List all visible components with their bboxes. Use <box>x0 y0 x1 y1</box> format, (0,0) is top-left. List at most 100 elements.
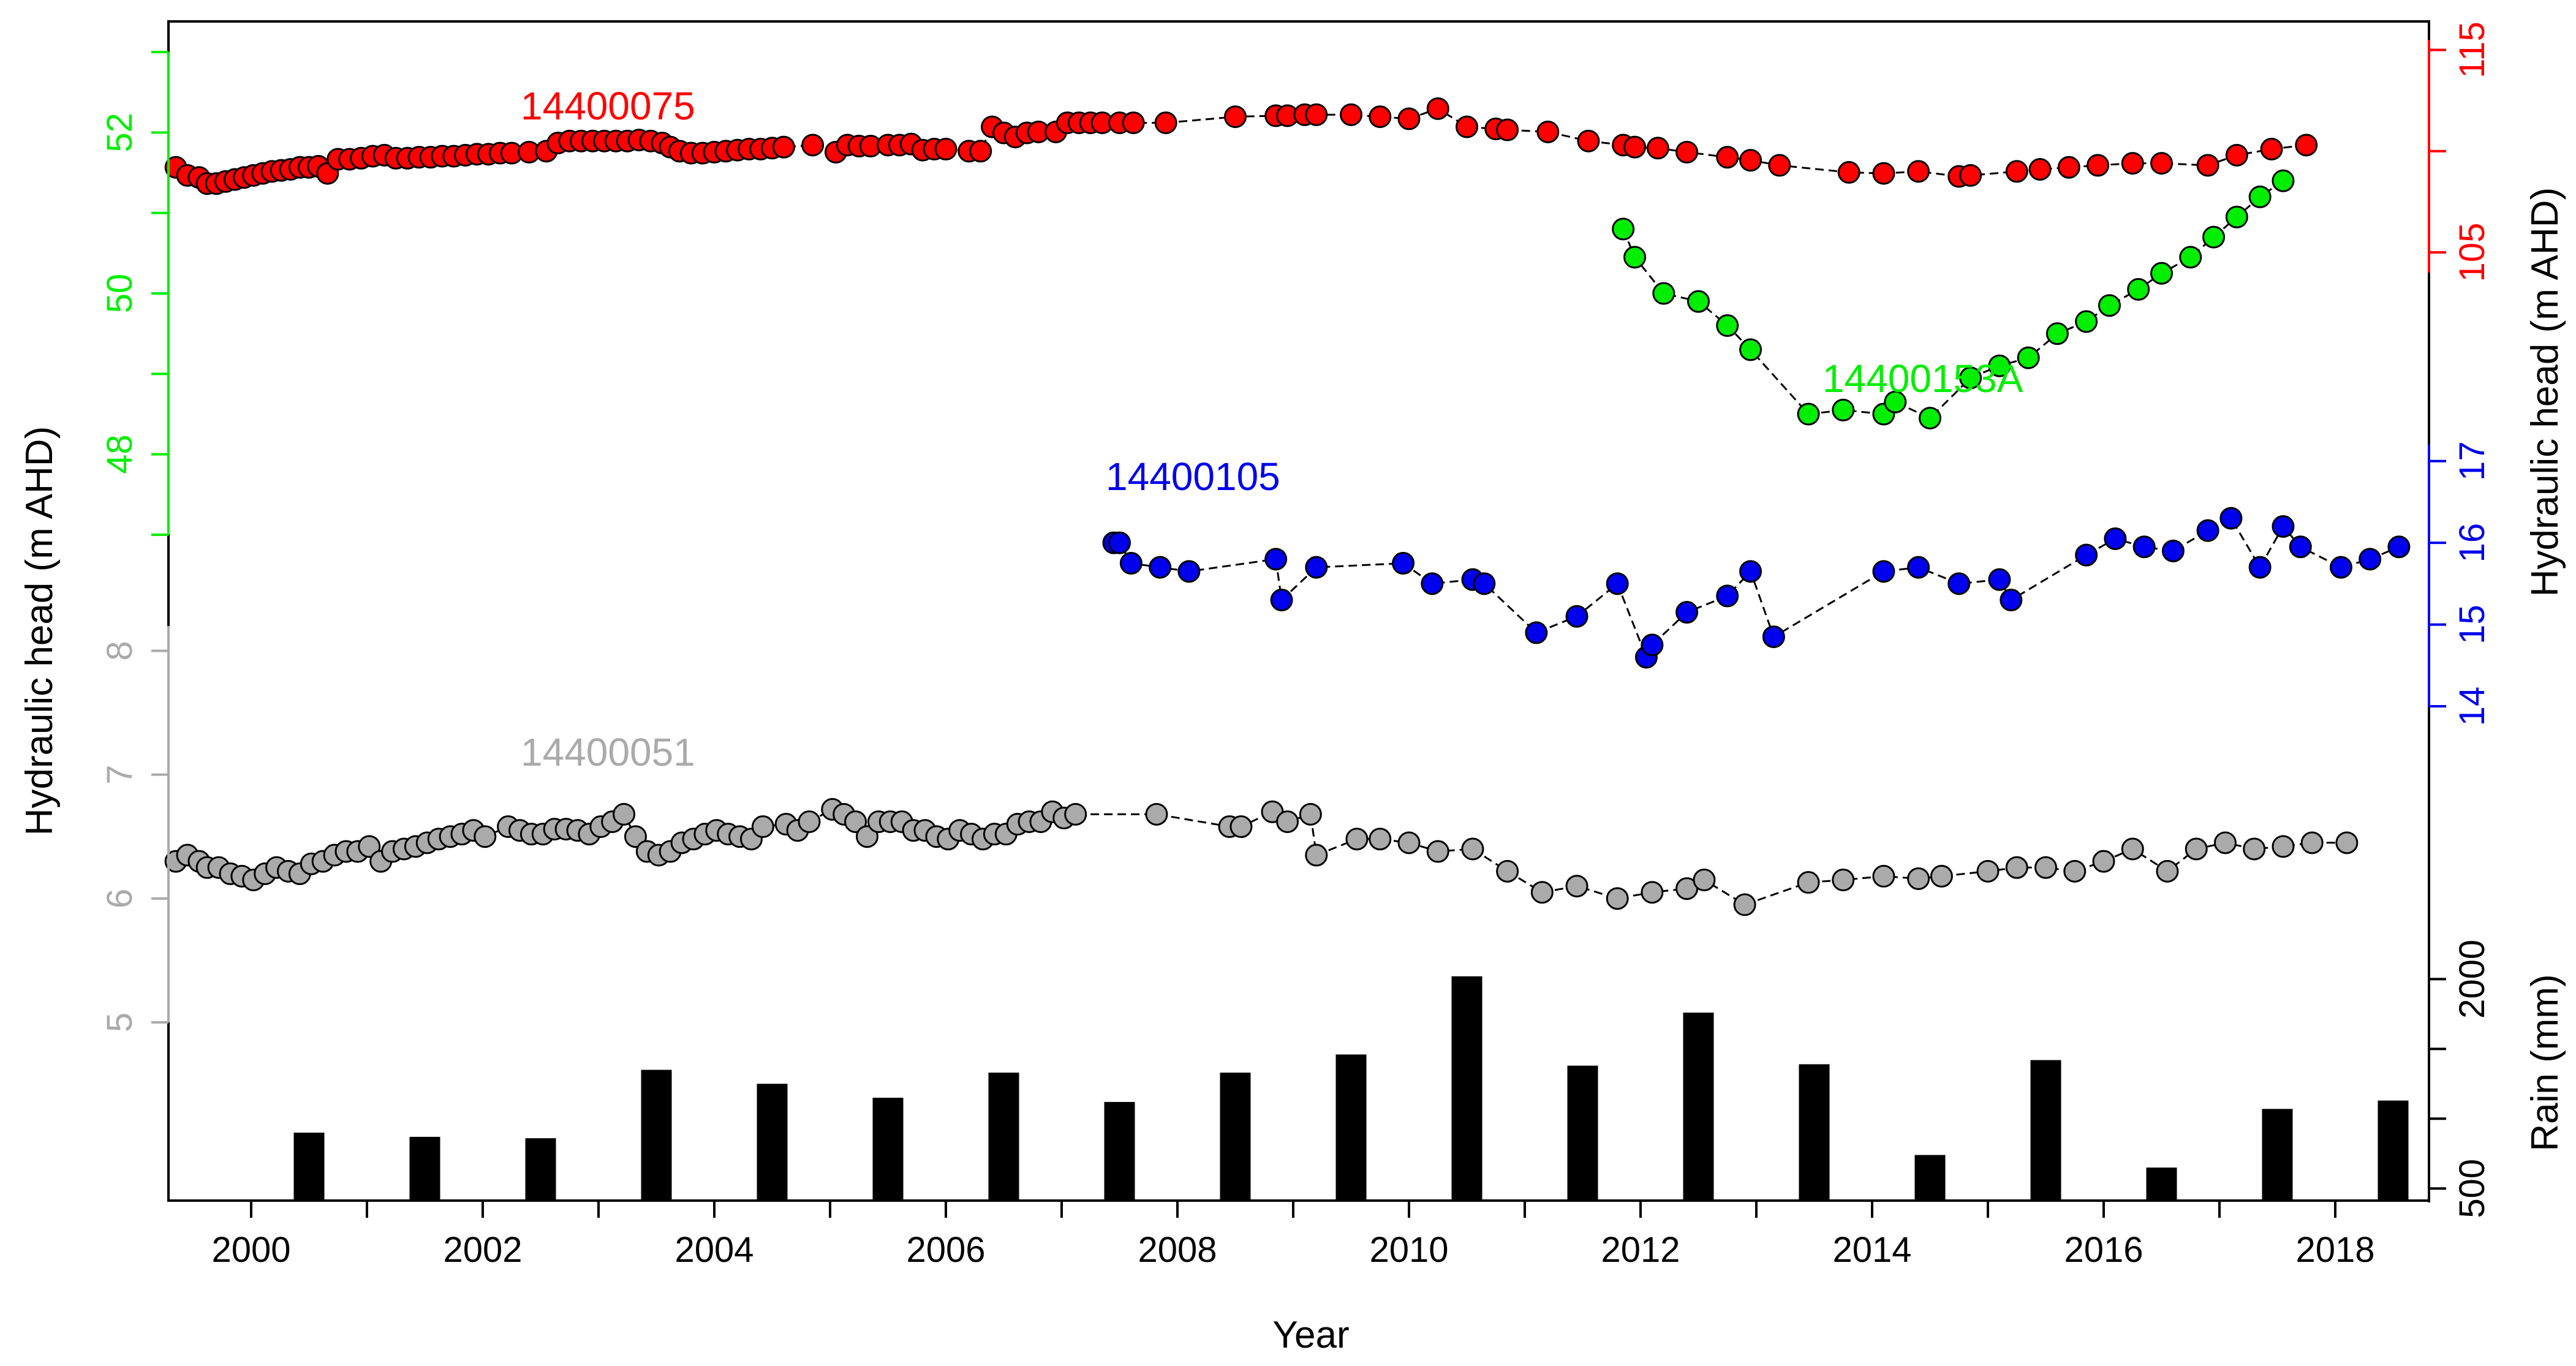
point-14400105 <box>2289 535 2312 559</box>
point-14400051 <box>2034 856 2057 879</box>
point-14400075 <box>2150 152 2173 175</box>
point-14400105 <box>2248 556 2272 579</box>
point-14400075 <box>1716 146 1739 169</box>
point-14400153A <box>2045 322 2069 345</box>
rain_right-tick-label: 500 <box>2452 1159 2492 1218</box>
point-14400051 <box>2005 856 2028 879</box>
blue_right-tick-label: 17 <box>2452 441 2492 481</box>
rain-bar <box>1451 976 1483 1201</box>
gray_left-tick-label: 6 <box>100 889 140 908</box>
x-axis-title: Year <box>1272 1314 1349 1356</box>
point-14400051 <box>1872 864 1895 888</box>
point-14400105 <box>2329 556 2352 579</box>
point-14400051 <box>1832 868 1855 891</box>
point-14400105 <box>1392 551 1415 575</box>
point-14400153A <box>1716 314 1739 338</box>
point-14400075 <box>1496 118 1519 142</box>
point-14400051 <box>1930 864 1953 888</box>
point-14400105 <box>1565 605 1588 628</box>
point-14400051 <box>1565 875 1588 898</box>
point-14400075 <box>2087 154 2110 177</box>
point-14400105 <box>2272 515 2295 538</box>
point-14400051 <box>1397 831 1421 855</box>
point-14400075 <box>1369 105 1392 129</box>
blue_right-tick-label: 14 <box>2452 687 2492 726</box>
point-14400075 <box>2121 152 2144 175</box>
point-14400105 <box>1108 531 1131 554</box>
point-14400153A <box>1623 246 1647 269</box>
point-14400105 <box>1762 625 1785 649</box>
rain-bar <box>293 1133 325 1201</box>
rain_right-tick-label: 2000 <box>2452 940 2492 1019</box>
point-14400075 <box>1397 107 1421 130</box>
point-14400075 <box>2260 137 2283 160</box>
point-14400105 <box>2161 539 2185 562</box>
green_left-tick-label: 52 <box>100 113 140 153</box>
point-14400075 <box>2225 143 2248 167</box>
red_right-tick-label: 115 <box>2452 21 2492 78</box>
point-14400075 <box>1907 160 1930 183</box>
x-axis: 2000 2002 2004 2006 2008 2010 2012 2014 2016 2018 <box>211 1201 2375 1270</box>
point-14400051 <box>1299 802 1322 826</box>
point-14400153A <box>1797 402 1820 426</box>
point-14400105 <box>2075 543 2098 567</box>
x-tick-label: 2008 <box>1138 1230 1217 1270</box>
point-14400051 <box>1345 828 1369 851</box>
point-14400105 <box>1716 584 1739 608</box>
point-14400051 <box>1976 859 2000 883</box>
point-14400051 <box>1145 802 1168 826</box>
point-14400153A <box>2248 185 2272 208</box>
point-14400051 <box>2156 859 2179 883</box>
point-14400051 <box>855 825 878 848</box>
point-14400105 <box>1947 572 1971 595</box>
point-14400105 <box>1739 560 1762 583</box>
point-14400075 <box>1426 97 1449 120</box>
point-14400075 <box>1646 137 1669 160</box>
point-14400051 <box>2300 831 2324 855</box>
rain-bar <box>525 1138 556 1201</box>
point-14400075 <box>1224 105 1247 129</box>
point-14400075 <box>1536 120 1560 143</box>
blue_right-tick-label: 15 <box>2452 605 2492 644</box>
point-14400051 <box>1606 887 1629 910</box>
point-14400051 <box>613 802 636 826</box>
green_left-tick-label: 48 <box>100 434 140 474</box>
point-14400153A <box>1687 290 1710 313</box>
x-tick-label: 2000 <box>211 1230 290 1270</box>
point-14400051 <box>2185 837 2208 861</box>
x-tick-label: 2014 <box>1832 1230 1911 1270</box>
point-14400075 <box>1122 111 1145 134</box>
point-14400075 <box>1675 140 1699 164</box>
point-14400051 <box>1907 867 1930 890</box>
point-14400105 <box>2132 535 2156 559</box>
point-14400153A <box>2127 277 2150 301</box>
point-14400105 <box>1988 568 2011 591</box>
point-14400105 <box>1149 556 1172 579</box>
rain-bars <box>293 976 2409 1201</box>
left-axes: 48 50 52 5 6 7 8 <box>100 51 170 1032</box>
point-14400105 <box>2387 535 2411 559</box>
point-14400051 <box>2243 837 2266 861</box>
rain-bar <box>2146 1168 2177 1201</box>
gray_left-tick-label: 5 <box>100 1013 140 1032</box>
point-14400153A <box>2075 310 2098 333</box>
point-14400105 <box>2359 548 2382 571</box>
point-14400075 <box>1456 115 1478 138</box>
point-14400075 <box>1340 103 1362 126</box>
point-14400153A <box>1832 398 1855 421</box>
point-14400051 <box>1426 840 1449 863</box>
point-14400153A <box>1739 338 1762 361</box>
gray_left-tick-label: 7 <box>100 764 140 784</box>
point-14400075 <box>772 135 795 159</box>
point-14400153A <box>2202 225 2226 249</box>
point-14400153A <box>1959 366 1982 390</box>
point-14400153A <box>2225 205 2248 228</box>
x-tick-label: 2012 <box>1601 1230 1680 1270</box>
point-14400075 <box>969 140 992 163</box>
point-14400051 <box>1530 881 1554 904</box>
series-lines <box>175 107 2400 906</box>
rain-bar <box>641 1070 672 1201</box>
point-14400075 <box>2005 160 2028 183</box>
point-14400105 <box>1641 633 1664 657</box>
rain-bar <box>1799 1064 1830 1201</box>
